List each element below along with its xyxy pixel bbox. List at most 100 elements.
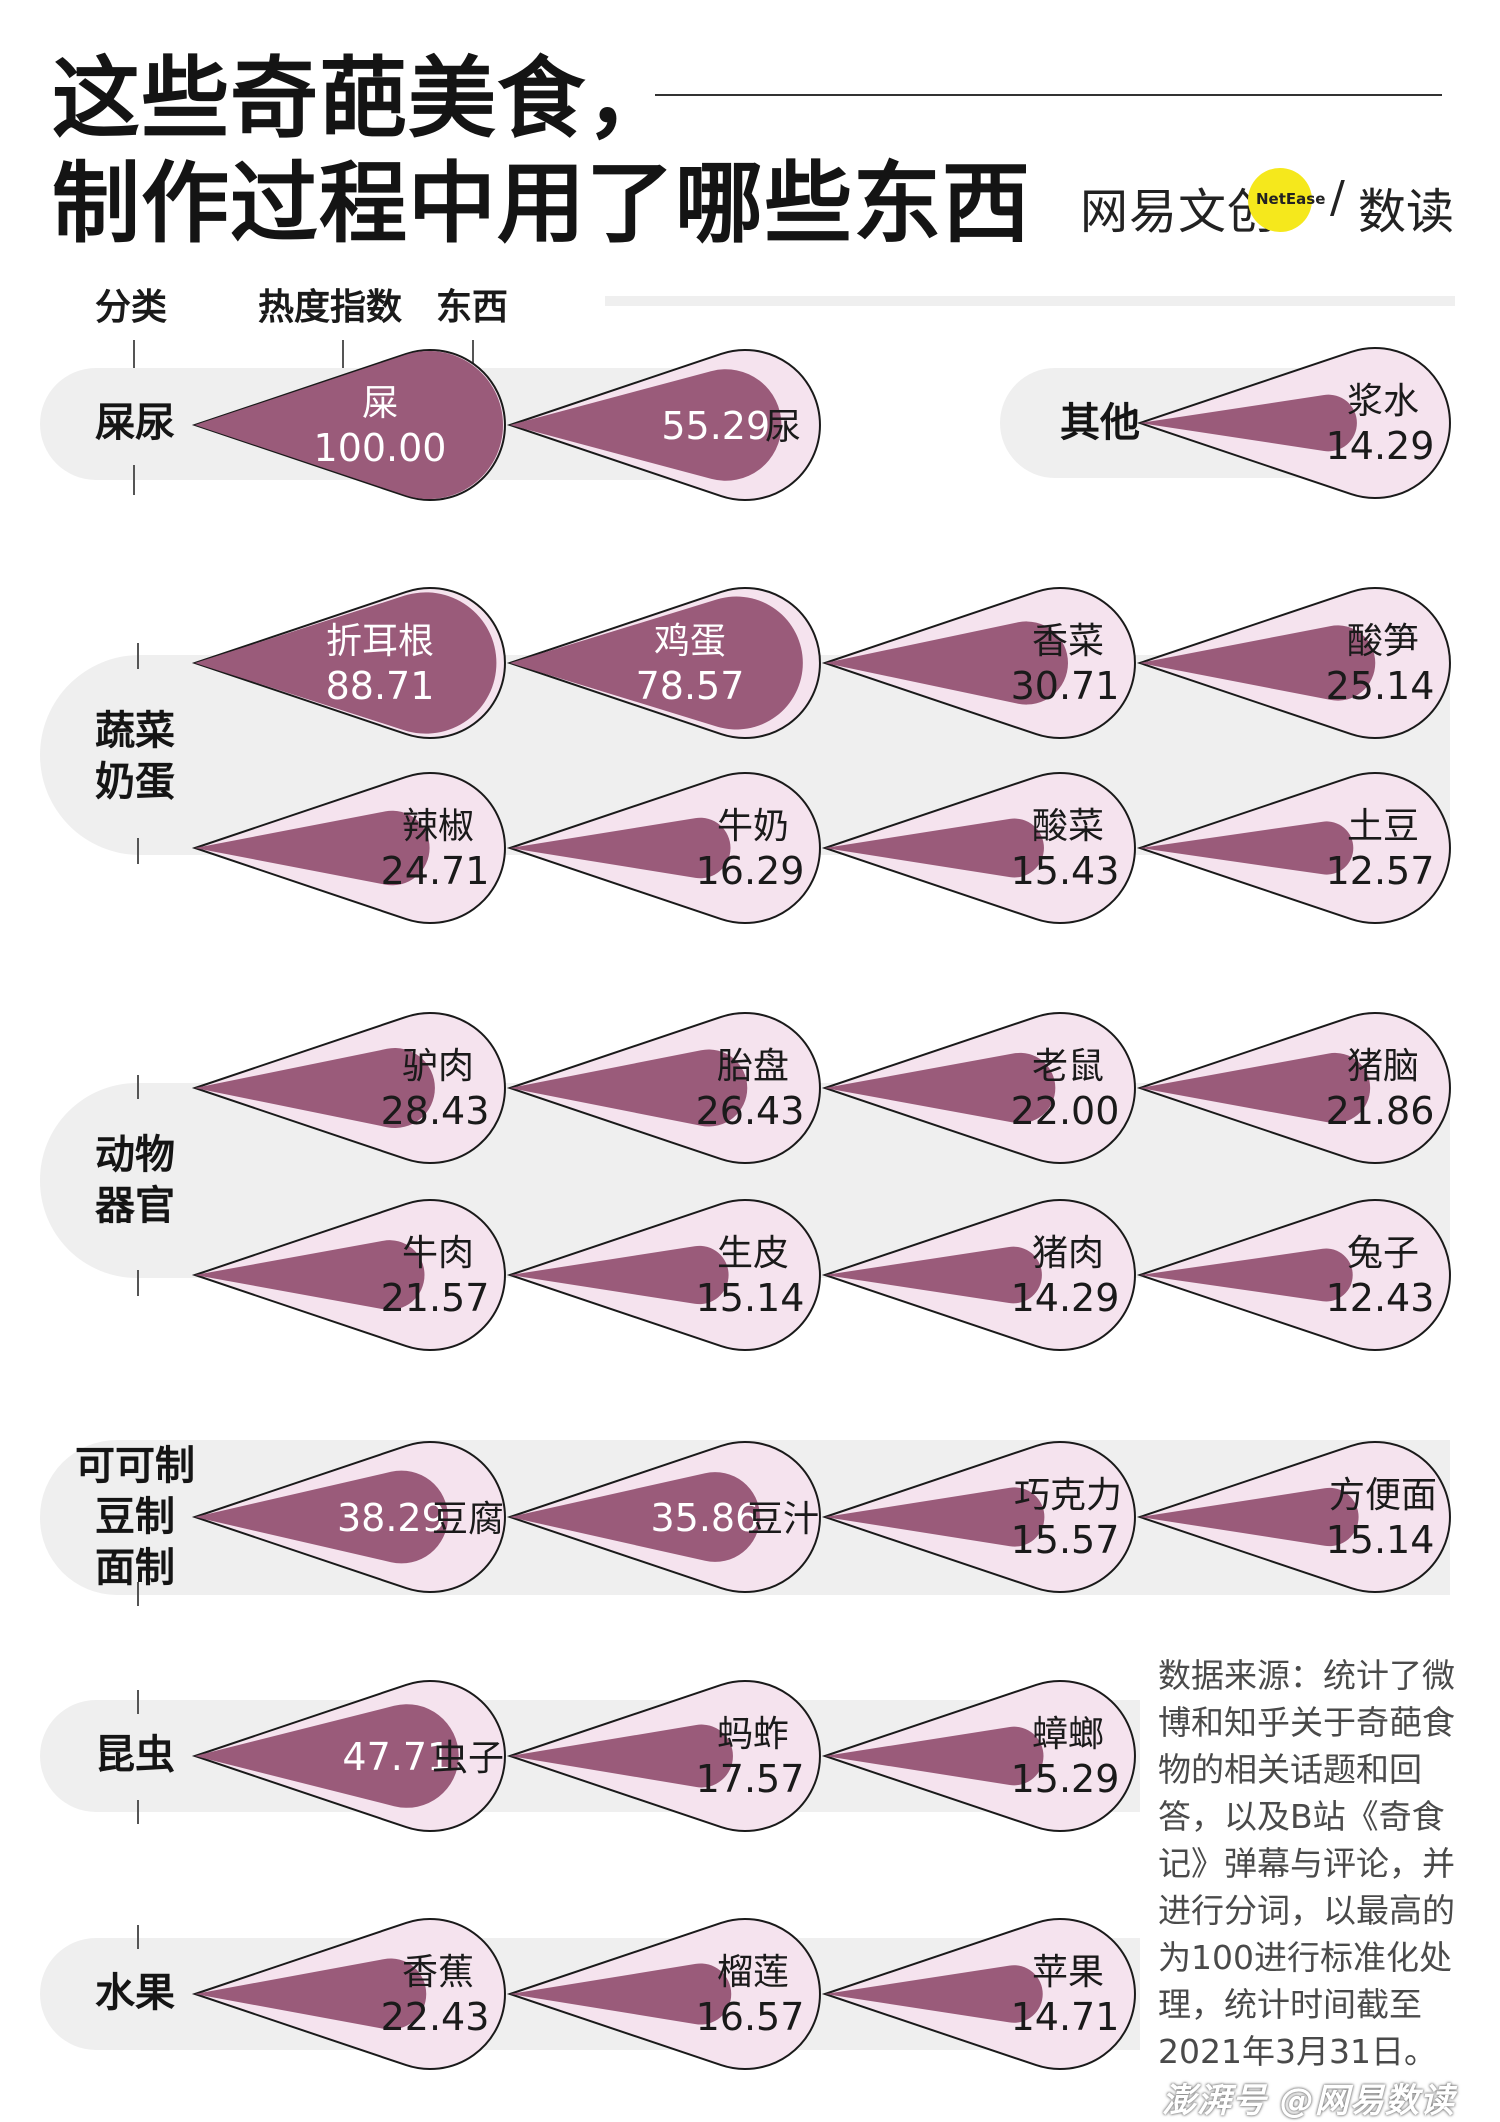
tick-veg-top	[137, 643, 139, 669]
drop-label: 老鼠	[1032, 1046, 1104, 1087]
tick-insect-bottom	[137, 1800, 139, 1824]
legend-tick-index	[342, 340, 344, 390]
category-label-fruit: 水果	[95, 1970, 175, 2016]
drop-inner	[195, 1048, 435, 1128]
drop-label: 蚂蚱	[717, 1714, 789, 1755]
drop-label: 方便面	[1329, 1475, 1437, 1516]
drop-label: 浆水	[1347, 381, 1419, 422]
drop-value: 24.71	[381, 849, 490, 893]
drop-value: 38.29	[337, 1496, 446, 1540]
drop-value: 15.14	[696, 1276, 805, 1320]
drop-value: 12.57	[1326, 849, 1435, 893]
drop-label: 鸡蛋	[654, 621, 726, 662]
drop-label: 香蕉	[402, 1952, 474, 1993]
brand-right: 数读	[1358, 184, 1455, 240]
drop-label: 榴莲	[717, 1952, 789, 1993]
drop-label: 尿	[765, 407, 801, 448]
drop-label: 猪肉	[1032, 1233, 1104, 1274]
drop-value: 28.43	[381, 1089, 490, 1133]
drop-label: 虫子	[432, 1738, 504, 1779]
drop-inner	[510, 1724, 733, 1788]
tick-insect-top	[137, 1690, 139, 1714]
drop-label: 生皮	[717, 1233, 789, 1274]
drop-value: 22.00	[1011, 1089, 1120, 1133]
drop-value: 21.86	[1326, 1089, 1435, 1133]
drop-inner	[1140, 394, 1357, 452]
drop-inner	[195, 351, 504, 499]
brand-left: 网易文创	[1080, 184, 1277, 240]
drop-inner	[825, 1726, 1044, 1786]
drop-inner	[825, 1052, 1056, 1124]
drop-value: 17.57	[696, 1757, 805, 1801]
drop-value: 16.29	[696, 849, 805, 893]
drop-value: 88.71	[326, 664, 435, 708]
drop-label: 巧克力	[1014, 1475, 1122, 1516]
drop-inner	[1140, 1487, 1359, 1547]
drop-value: 30.71	[1011, 664, 1120, 708]
tick-fruit-top	[137, 1925, 139, 1949]
category-label-shiniao: 屎尿	[95, 400, 175, 446]
drop-value: 12.43	[1326, 1276, 1435, 1320]
tick-made-bottom	[137, 1582, 139, 1606]
drop-inner	[510, 1963, 732, 2025]
drop-inner	[510, 1245, 729, 1305]
drop-label: 牛奶	[717, 806, 789, 847]
drop-inner	[195, 1704, 459, 1808]
drop-label: 酸笋	[1347, 621, 1419, 662]
legend-index: 热度指数	[258, 287, 403, 328]
drop-label: 苹果	[1032, 1952, 1104, 1993]
page-title-line-1: 这些奇葩美食，	[52, 47, 676, 150]
drop-label: 胎盘	[717, 1046, 789, 1087]
drop-inner	[195, 810, 430, 886]
drop-value: 16.57	[696, 1995, 805, 2039]
drop-value: 14.29	[1011, 1276, 1120, 1320]
drop-inner	[510, 1472, 760, 1562]
watermark: 澎湃号 @网易数读	[1162, 2081, 1455, 2121]
tick-shiniao	[133, 465, 135, 495]
drop-value: 15.14	[1326, 1518, 1435, 1562]
drop-尿: 55.29尿	[506, 349, 821, 501]
drop-value: 14.71	[1011, 1995, 1120, 2039]
source-note: 数据来源：统计了微博和知乎关于奇葩食物的相关话题和回答，以及B站《奇食记》弹幕与…	[1158, 1656, 1455, 2071]
drop-inner	[825, 1965, 1043, 2023]
header-rule	[605, 296, 1455, 306]
drop-label: 蟑螂	[1032, 1714, 1104, 1755]
drop-label: 香菜	[1032, 621, 1104, 662]
drop-label: 土豆	[1347, 806, 1419, 847]
drop-inner	[195, 1958, 427, 2030]
drop-inner	[1140, 625, 1376, 701]
drop-label: 辣椒	[402, 806, 474, 847]
drop-value: 78.57	[636, 664, 745, 708]
drop-label: 折耳根	[326, 621, 434, 662]
drop-inner	[510, 817, 731, 879]
category-label-insect: 昆虫	[95, 1732, 175, 1778]
drop-label: 豆汁	[747, 1499, 819, 1540]
drop-value: 21.57	[381, 1276, 490, 1320]
drop-value: 55.29	[661, 404, 770, 448]
drop-inner	[825, 621, 1068, 705]
drop-inner	[1140, 1248, 1353, 1302]
drop-inner	[195, 1240, 425, 1310]
brand-slash: /	[1330, 172, 1345, 223]
